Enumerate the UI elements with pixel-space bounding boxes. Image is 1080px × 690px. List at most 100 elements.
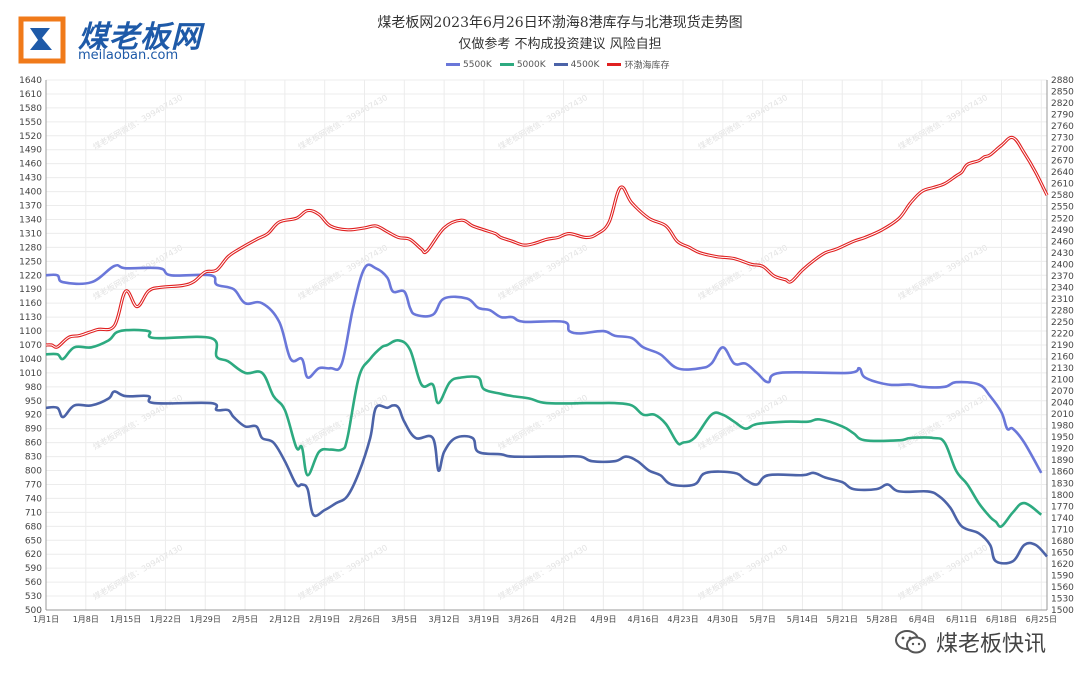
y-left-tick-label: 590 [25, 564, 42, 574]
chart-legend: 5500K 5000K 4500K 环渤海库存 [446, 58, 669, 71]
legend-label: 5500K [463, 59, 492, 70]
logo [18, 12, 248, 72]
legend-label: 环渤海库存 [624, 61, 670, 71]
legend-item[interactable]: 环渤海库存 [607, 58, 669, 71]
y-right-tick-label: 1590 [1051, 571, 1074, 581]
y-left-tick-label: 950 [25, 397, 42, 407]
x-tick-label: 4月2日 [550, 615, 576, 624]
y-left-tick-label: 1310 [19, 229, 42, 239]
x-tick-label: 6月18日 [986, 615, 1017, 624]
y-right-tick-label: 2220 [1051, 329, 1074, 339]
watermark-text: 煤老板网微信：399407430 [296, 542, 389, 602]
watermark-text: 煤老板网微信：399407430 [696, 542, 789, 602]
y-right-tick-label: 2670 [1051, 157, 1074, 167]
y-left-tick-label: 1640 [19, 76, 42, 86]
y-right-tick-label: 1740 [1051, 514, 1074, 524]
watermark-text: 煤老板网微信：399407430 [296, 242, 389, 302]
y-right-tick-label: 2100 [1051, 376, 1074, 386]
y-right-tick-label: 2160 [1051, 353, 1074, 363]
legend-item[interactable]: 4500K [553, 58, 600, 71]
y-right-tick-label: 1920 [1051, 445, 1074, 455]
y-right-tick-label: 2460 [1051, 237, 1074, 247]
y-right-tick-label: 2520 [1051, 214, 1074, 224]
y-right-tick-label: 1860 [1051, 468, 1074, 478]
y-left-tick-label: 1250 [19, 257, 42, 267]
y-left-tick-label: 1190 [19, 285, 42, 295]
y-left-tick-label: 1220 [19, 271, 42, 281]
y-left-tick-label: 860 [25, 439, 42, 449]
y-left-tick-label: 1460 [19, 160, 42, 170]
wechat-icon [894, 630, 926, 654]
x-tick-label: 6月4日 [909, 615, 935, 624]
y-right-tick-label: 1620 [1051, 560, 1074, 570]
logo-name: 煤老板网 [78, 20, 202, 55]
x-tick-label: 1月1日 [33, 615, 59, 624]
watermark-text: 煤老板网微信：399407430 [696, 242, 789, 302]
y-left-tick-label: 560 [25, 578, 42, 588]
x-tick-label: 5月14日 [787, 615, 818, 624]
y-left-tick-label: 500 [25, 606, 42, 616]
y-left-tick-label: 1430 [19, 174, 42, 184]
x-tick-label: 3月26日 [508, 615, 539, 624]
x-tick-label: 6月25日 [1026, 615, 1057, 624]
y-left-tick-label: 800 [25, 467, 42, 477]
y-right-tick-label: 1710 [1051, 525, 1074, 535]
y-right-tick-label: 1830 [1051, 479, 1074, 489]
y-left-tick-label: 980 [25, 383, 42, 393]
chart-title: 煤老板网2023年6月26日环渤海8港库存与北港现货走势图 [377, 15, 743, 31]
y-left-tick-label: 920 [25, 411, 42, 421]
x-tick-label: 2月5日 [232, 615, 258, 624]
y-left-tick-label: 1490 [19, 146, 42, 156]
y-right-tick-label: 2580 [1051, 191, 1074, 201]
wechat-badge: 煤老板快讯 [894, 626, 1046, 658]
y-left-tick-label: 1160 [19, 299, 42, 309]
watermark-text: 煤老板网微信：399407430 [496, 242, 589, 302]
watermark-text: 煤老板网微信：399407430 [896, 242, 989, 302]
y-right-tick-label: 2880 [1051, 76, 1074, 86]
legend-item[interactable]: 5500K [446, 58, 492, 71]
x-tick-label: 4月23日 [667, 615, 698, 624]
y-left-tick-label: 740 [25, 494, 42, 504]
legend-swatch [553, 63, 568, 66]
y-left-tick-label: 1100 [19, 327, 42, 337]
y-left-tick-label: 710 [25, 508, 42, 518]
series-line-环渤海库存-outer [45, 135, 1049, 349]
y-right-tick-label: 2280 [1051, 306, 1074, 316]
y-right-tick-label: 1560 [1051, 583, 1074, 593]
y-right-tick-label: 1500 [1051, 606, 1074, 616]
y-left-tick-label: 1370 [19, 202, 42, 212]
legend-swatch [446, 63, 460, 66]
y-left-tick-label: 1070 [19, 341, 42, 351]
y-right-tick-label: 2370 [1051, 272, 1074, 282]
logo-url: meilaoban.com [78, 48, 179, 63]
y-right-tick-label: 2640 [1051, 168, 1074, 178]
y-right-tick-label: 2760 [1051, 122, 1074, 132]
y-right-tick-label: 2730 [1051, 134, 1074, 144]
legend-label: 4500K [570, 59, 600, 70]
legend-item[interactable]: 5000K [499, 58, 546, 71]
y-right-tick-label: 2010 [1051, 410, 1074, 420]
x-tick-label: 2月19日 [309, 615, 340, 624]
y-right-tick-label: 2490 [1051, 226, 1074, 236]
y-right-tick-label: 2550 [1051, 203, 1074, 213]
wechat-label: 煤老板快讯 [935, 632, 1046, 657]
y-right-tick-label: 2610 [1051, 180, 1074, 190]
y-right-tick-label: 1950 [1051, 433, 1074, 443]
watermark-text: 煤老板网微信：399407430 [896, 542, 989, 602]
x-tick-label: 3月12日 [428, 615, 459, 624]
x-tick-label: 2月12日 [269, 615, 300, 624]
y-left-tick-label: 1610 [19, 90, 42, 100]
x-tick-label: 1月15日 [110, 615, 141, 624]
logo-mark-icon [18, 16, 66, 64]
y-left-tick-label: 1550 [19, 118, 42, 128]
y-right-tick-label: 2340 [1051, 283, 1074, 293]
watermark-text: 煤老板网微信：399407430 [91, 542, 184, 602]
x-tick-label: 5月21日 [827, 615, 858, 624]
series-line-5500K [45, 263, 1043, 474]
series-line-环渤海库存-inner [45, 136, 1048, 348]
y-left-tick-label: 1010 [19, 369, 42, 379]
y-right-tick-label: 1980 [1051, 422, 1074, 432]
y-left-tick-label: 680 [25, 522, 42, 532]
y-right-tick-label: 2820 [1051, 99, 1074, 109]
chart-subtitle: 仅做参考 不构成投资建议 风险自担 [458, 37, 662, 52]
